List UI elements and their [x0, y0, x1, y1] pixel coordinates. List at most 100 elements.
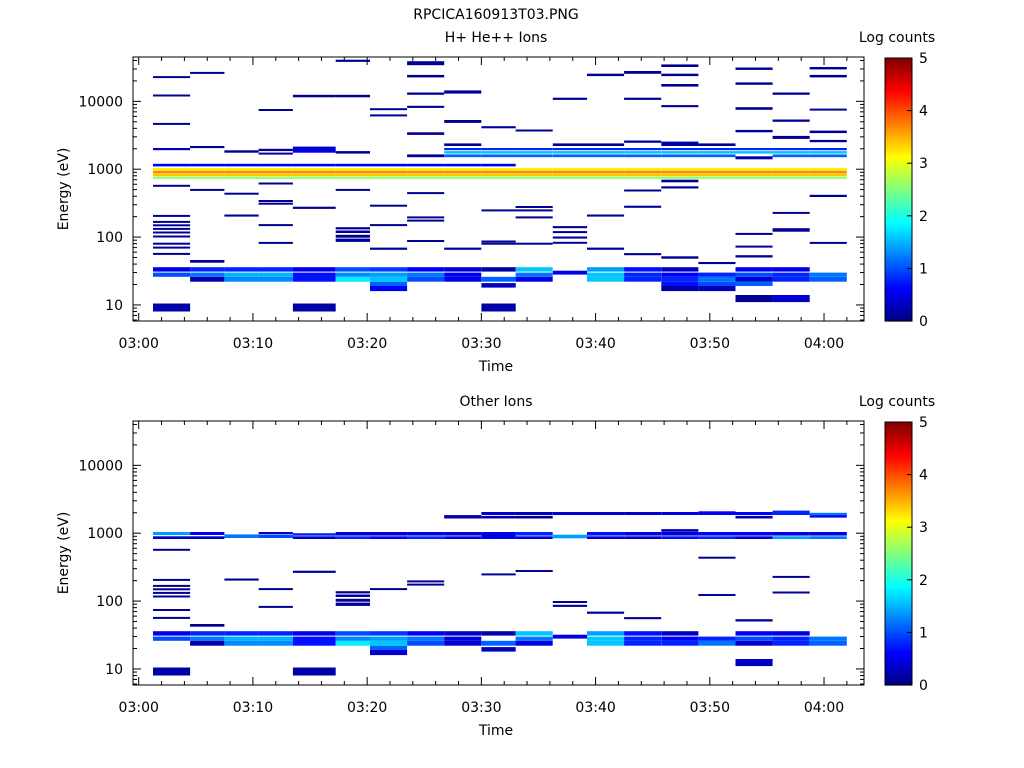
colorbar-swatch	[885, 479, 912, 484]
heatmap-cell	[153, 532, 191, 535]
heatmap-cell	[515, 209, 553, 212]
heatmap-cell	[735, 619, 773, 622]
heatmap-cell	[552, 231, 588, 234]
heatmap-cell	[444, 247, 482, 250]
heatmap-cell	[698, 272, 736, 277]
heatmap-cell	[481, 168, 516, 171]
colorbar-swatch	[885, 73, 912, 78]
heatmap-cell	[335, 598, 370, 602]
colorbar-swatch	[885, 582, 912, 586]
heatmap-cell	[224, 173, 259, 177]
heatmap-cell	[515, 512, 553, 515]
heatmap-cell	[624, 640, 662, 646]
heatmap-cell	[661, 151, 699, 154]
heatmap-cell	[772, 151, 810, 154]
heatmap-cell	[481, 148, 516, 151]
colorbar-swatch	[885, 313, 912, 317]
heatmap-cell	[587, 611, 625, 614]
heatmap-cell	[661, 529, 699, 532]
heatmap-cell	[335, 230, 370, 233]
colorbar-swatch	[885, 294, 912, 298]
colorbar-swatch	[885, 123, 912, 127]
heatmap-cell	[292, 163, 336, 167]
colorbar-swatch	[885, 218, 912, 222]
colorbar-swatch	[885, 239, 912, 243]
heatmap-cell	[624, 536, 662, 539]
heatmap-cell	[444, 640, 482, 646]
heatmap-cell	[735, 82, 773, 85]
heatmap-cell	[258, 276, 293, 282]
heatmap-cell	[587, 532, 625, 536]
colorbar-swatch	[885, 186, 912, 191]
heatmap-cell	[224, 214, 259, 217]
heatmap-cell	[735, 148, 773, 151]
plot-frame	[132, 56, 865, 322]
heatmap-cell	[481, 532, 516, 539]
colorbar-swatch	[885, 221, 912, 225]
heatmap-cell	[444, 636, 482, 641]
colorbar-swatch	[885, 102, 912, 106]
colorbar-tick-label: 1	[919, 261, 928, 277]
colorbar-swatch	[885, 637, 912, 641]
colorbar-frame	[884, 421, 913, 686]
heatmap-cell	[335, 188, 370, 191]
heatmap-cell	[190, 536, 225, 539]
heatmap-cell	[735, 151, 773, 154]
colorbar-swatch	[885, 514, 912, 518]
heatmap-cell	[407, 272, 445, 277]
panel-title: H+ He++ Ions	[445, 30, 548, 46]
heatmap-cell	[587, 148, 625, 151]
colorbar-swatch	[885, 569, 912, 573]
heatmap-cell	[335, 640, 370, 646]
heatmap-cell	[370, 114, 408, 117]
heatmap-cell	[335, 631, 370, 636]
heatmap-cell	[772, 148, 810, 151]
heatmap-cell	[370, 108, 408, 111]
heatmap-cell	[552, 601, 588, 603]
colorbar-tick-label: 1	[919, 625, 928, 641]
heatmap-cell	[292, 149, 336, 153]
heatmap-cell	[481, 240, 516, 243]
heatmap-cell	[481, 512, 516, 515]
colorbar-swatch	[885, 181, 912, 185]
heatmap-cell	[515, 129, 553, 132]
colorbar-swatch	[885, 244, 912, 248]
heatmap-cell	[370, 163, 408, 167]
colorbar-swatch	[885, 184, 912, 188]
heatmap-cell	[772, 640, 810, 646]
heatmap-cell	[772, 168, 810, 171]
heatmap-cell	[190, 188, 225, 191]
heatmap-cell	[153, 224, 191, 227]
heatmap-cell	[735, 536, 773, 539]
heatmap-cell	[444, 532, 482, 536]
colorbar-swatch	[885, 60, 912, 64]
heatmap-cell	[698, 151, 736, 154]
heatmap-cell	[735, 156, 773, 160]
heatmap-cell	[661, 179, 699, 183]
heatmap-cell	[407, 163, 445, 167]
colorbar-swatch	[885, 624, 912, 628]
heatmap-cell	[772, 276, 810, 282]
colorbar-swatch	[885, 427, 912, 431]
heatmap-cell	[335, 636, 370, 641]
heatmap-cell	[809, 532, 847, 536]
heatmap-cell	[735, 640, 773, 646]
heatmap-cell	[661, 141, 699, 146]
heatmap-cell	[258, 636, 293, 641]
colorbar-swatch	[885, 271, 912, 275]
heatmap-cell	[624, 253, 662, 256]
heatmap-cell	[735, 512, 773, 515]
heatmap-cell	[661, 73, 699, 77]
heatmap-cell	[190, 272, 225, 277]
heatmap-cell	[624, 267, 662, 272]
colorbar-swatch	[885, 129, 912, 133]
heatmap-cell	[444, 515, 482, 519]
colorbar-swatch	[885, 115, 912, 120]
heatmap-cell	[552, 168, 588, 171]
colorbar-swatch	[885, 136, 912, 141]
heatmap-cell	[515, 170, 553, 174]
colorbar-swatch	[885, 79, 912, 83]
heatmap-cell	[515, 631, 553, 636]
heatmap-cell	[624, 272, 662, 277]
